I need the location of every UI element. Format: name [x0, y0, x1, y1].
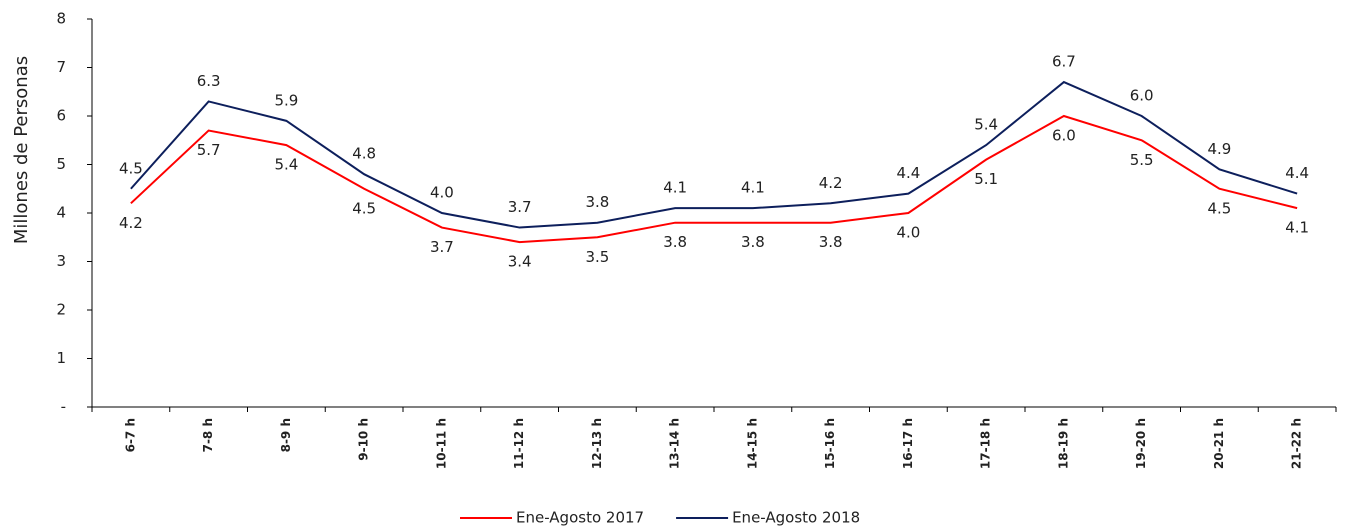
data-label: 4.1	[1285, 219, 1309, 237]
y-tick-label: 3	[56, 252, 66, 270]
x-tick-label: 8-9 h	[279, 418, 293, 452]
data-label: 4.0	[896, 224, 920, 242]
data-label: 6.7	[1052, 53, 1076, 71]
data-label: 6.0	[1052, 127, 1076, 145]
y-tick-label: -	[61, 398, 66, 416]
x-tick-label: 6-7 h	[123, 418, 137, 452]
data-label: 4.1	[663, 179, 687, 197]
data-label: 4.5	[119, 159, 143, 177]
y-tick-label: 6	[56, 107, 66, 125]
data-label: 3.8	[663, 233, 687, 251]
data-label: 4.9	[1207, 140, 1231, 158]
data-label: 6.0	[1130, 87, 1154, 105]
data-label: 4.2	[119, 214, 143, 232]
data-label: 4.4	[896, 164, 920, 182]
data-label: 4.5	[1207, 199, 1231, 217]
data-label: 3.8	[741, 233, 765, 251]
data-label: 5.1	[974, 170, 998, 188]
data-label: 5.9	[274, 91, 298, 109]
y-tick-label: 4	[56, 204, 66, 222]
data-label: 5.7	[197, 141, 221, 159]
data-label: 5.4	[274, 156, 298, 174]
y-tick-label: 5	[56, 155, 66, 173]
x-tick-label: 19-20 h	[1134, 418, 1148, 469]
x-tick-label: 17-18 h	[979, 418, 993, 469]
data-label: 4.2	[819, 174, 843, 192]
data-label: 6.3	[197, 72, 221, 90]
x-tick-label: 20-21 h	[1212, 418, 1226, 469]
x-tick-label: 18-19 h	[1056, 418, 1070, 469]
data-label: 4.5	[352, 199, 376, 217]
y-tick-label: 7	[56, 58, 66, 76]
x-tick-label: 10-11 h	[434, 418, 448, 469]
data-label: 3.7	[430, 238, 454, 256]
x-tick-label: 15-16 h	[823, 418, 837, 469]
data-label: 3.8	[819, 233, 843, 251]
x-tick-label: 11-12 h	[512, 418, 526, 469]
y-axis-title: Millones de Personas	[11, 56, 32, 244]
x-tick-label: 21-22 h	[1290, 418, 1304, 469]
x-tick-label: 7-8 h	[201, 418, 215, 452]
data-label: 5.4	[974, 116, 998, 134]
x-tick-label: 16-17 h	[901, 418, 915, 469]
y-tick-label: 1	[56, 349, 66, 367]
data-label: 3.5	[585, 248, 609, 266]
series-line	[130, 80, 1298, 229]
data-label: 3.7	[508, 198, 532, 216]
data-label: 3.4	[508, 253, 532, 271]
x-tick-label: 13-14 h	[668, 418, 682, 469]
x-tick-label: 9-10 h	[357, 418, 371, 461]
legend-label: Ene-Agosto 2018	[732, 509, 860, 527]
legend-label: Ene-Agosto 2017	[516, 509, 644, 527]
data-label: 4.0	[430, 184, 454, 202]
data-label: 4.1	[741, 179, 765, 197]
y-tick-label: 8	[56, 10, 66, 28]
x-tick-label: 12-13 h	[590, 418, 604, 469]
data-label: 5.5	[1130, 151, 1154, 169]
data-label: 4.4	[1285, 164, 1309, 182]
data-label: 3.8	[585, 193, 609, 211]
data-label: 4.8	[352, 145, 376, 163]
series-line	[130, 114, 1298, 244]
x-tick-label: 14-15 h	[745, 418, 759, 469]
y-tick-label: 2	[56, 301, 66, 319]
